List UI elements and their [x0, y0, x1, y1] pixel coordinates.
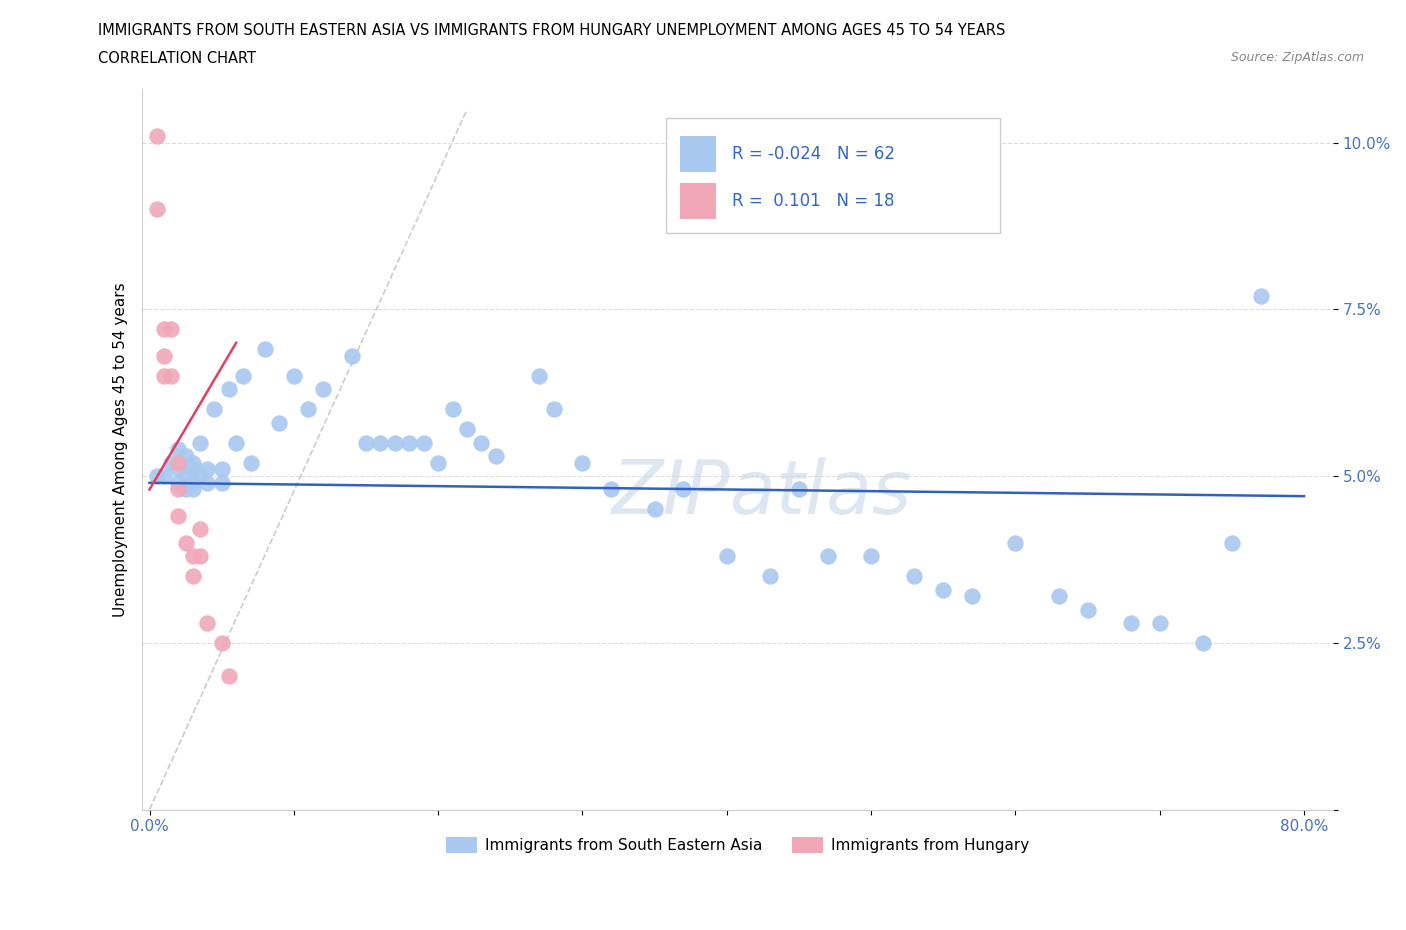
Point — [181, 475, 204, 490]
Point — [1220, 536, 1243, 551]
Point — [716, 549, 738, 564]
Point — [174, 482, 197, 497]
Point — [218, 669, 240, 684]
Point — [195, 462, 218, 477]
Point — [167, 456, 190, 471]
Point — [211, 635, 233, 650]
Point — [211, 475, 233, 490]
Point — [932, 582, 955, 597]
Point — [153, 368, 176, 383]
Point — [571, 456, 593, 471]
Point — [188, 549, 211, 564]
Point — [167, 482, 190, 497]
Point — [860, 549, 883, 564]
Text: IMMIGRANTS FROM SOUTH EASTERN ASIA VS IMMIGRANTS FROM HUNGARY UNEMPLOYMENT AMONG: IMMIGRANTS FROM SOUTH EASTERN ASIA VS IM… — [98, 23, 1005, 38]
Point — [181, 462, 204, 477]
Point — [188, 435, 211, 450]
Text: R =  0.101   N = 18: R = 0.101 N = 18 — [731, 192, 894, 210]
Legend: Immigrants from South Eastern Asia, Immigrants from Hungary: Immigrants from South Eastern Asia, Immi… — [440, 831, 1035, 859]
Point — [297, 402, 319, 417]
Point — [145, 202, 167, 217]
Text: Source: ZipAtlas.com: Source: ZipAtlas.com — [1230, 51, 1364, 64]
Point — [153, 349, 176, 364]
Point — [153, 469, 176, 484]
Point — [1077, 602, 1099, 617]
Point — [354, 435, 377, 450]
FancyBboxPatch shape — [666, 118, 1000, 233]
Point — [412, 435, 434, 450]
Point — [340, 349, 363, 364]
Point — [543, 402, 565, 417]
Point — [903, 569, 925, 584]
Point — [174, 536, 197, 551]
Point — [239, 456, 262, 471]
Point — [283, 368, 305, 383]
Point — [167, 462, 190, 477]
Point — [470, 435, 492, 450]
Point — [817, 549, 839, 564]
Point — [269, 416, 291, 431]
Point — [441, 402, 464, 417]
Text: ZIPatlas: ZIPatlas — [612, 457, 911, 528]
Point — [153, 322, 176, 337]
Point — [1119, 616, 1142, 631]
Point — [225, 435, 247, 450]
Point — [759, 569, 782, 584]
Point — [1004, 536, 1026, 551]
Point — [398, 435, 420, 450]
Point — [167, 509, 190, 524]
Point — [1250, 288, 1272, 303]
Point — [204, 402, 226, 417]
Point — [1047, 589, 1070, 604]
Point — [174, 469, 197, 484]
Point — [787, 482, 810, 497]
Text: CORRELATION CHART: CORRELATION CHART — [98, 51, 256, 66]
FancyBboxPatch shape — [681, 136, 716, 172]
FancyBboxPatch shape — [681, 183, 716, 219]
Point — [181, 482, 204, 497]
Point — [188, 522, 211, 537]
Point — [145, 128, 167, 143]
Point — [160, 322, 183, 337]
Point — [312, 382, 335, 397]
Point — [195, 475, 218, 490]
Point — [427, 456, 450, 471]
Point — [1149, 616, 1171, 631]
Point — [195, 616, 218, 631]
Point — [960, 589, 983, 604]
Point — [167, 475, 190, 490]
Point — [145, 469, 167, 484]
Text: R = -0.024   N = 62: R = -0.024 N = 62 — [731, 145, 894, 163]
Y-axis label: Unemployment Among Ages 45 to 54 years: Unemployment Among Ages 45 to 54 years — [114, 282, 128, 617]
Point — [644, 502, 666, 517]
Point — [1192, 635, 1215, 650]
Point — [174, 448, 197, 463]
Point — [181, 456, 204, 471]
Point — [384, 435, 406, 450]
Point — [232, 368, 254, 383]
Point — [672, 482, 695, 497]
Point — [211, 462, 233, 477]
Point — [160, 456, 183, 471]
Point — [485, 448, 508, 463]
Point — [527, 368, 550, 383]
Point — [370, 435, 392, 450]
Point — [600, 482, 623, 497]
Point — [181, 569, 204, 584]
Point — [181, 549, 204, 564]
Point — [456, 422, 478, 437]
Point — [218, 382, 240, 397]
Point — [167, 442, 190, 457]
Point — [160, 368, 183, 383]
Point — [188, 469, 211, 484]
Point — [253, 342, 276, 357]
